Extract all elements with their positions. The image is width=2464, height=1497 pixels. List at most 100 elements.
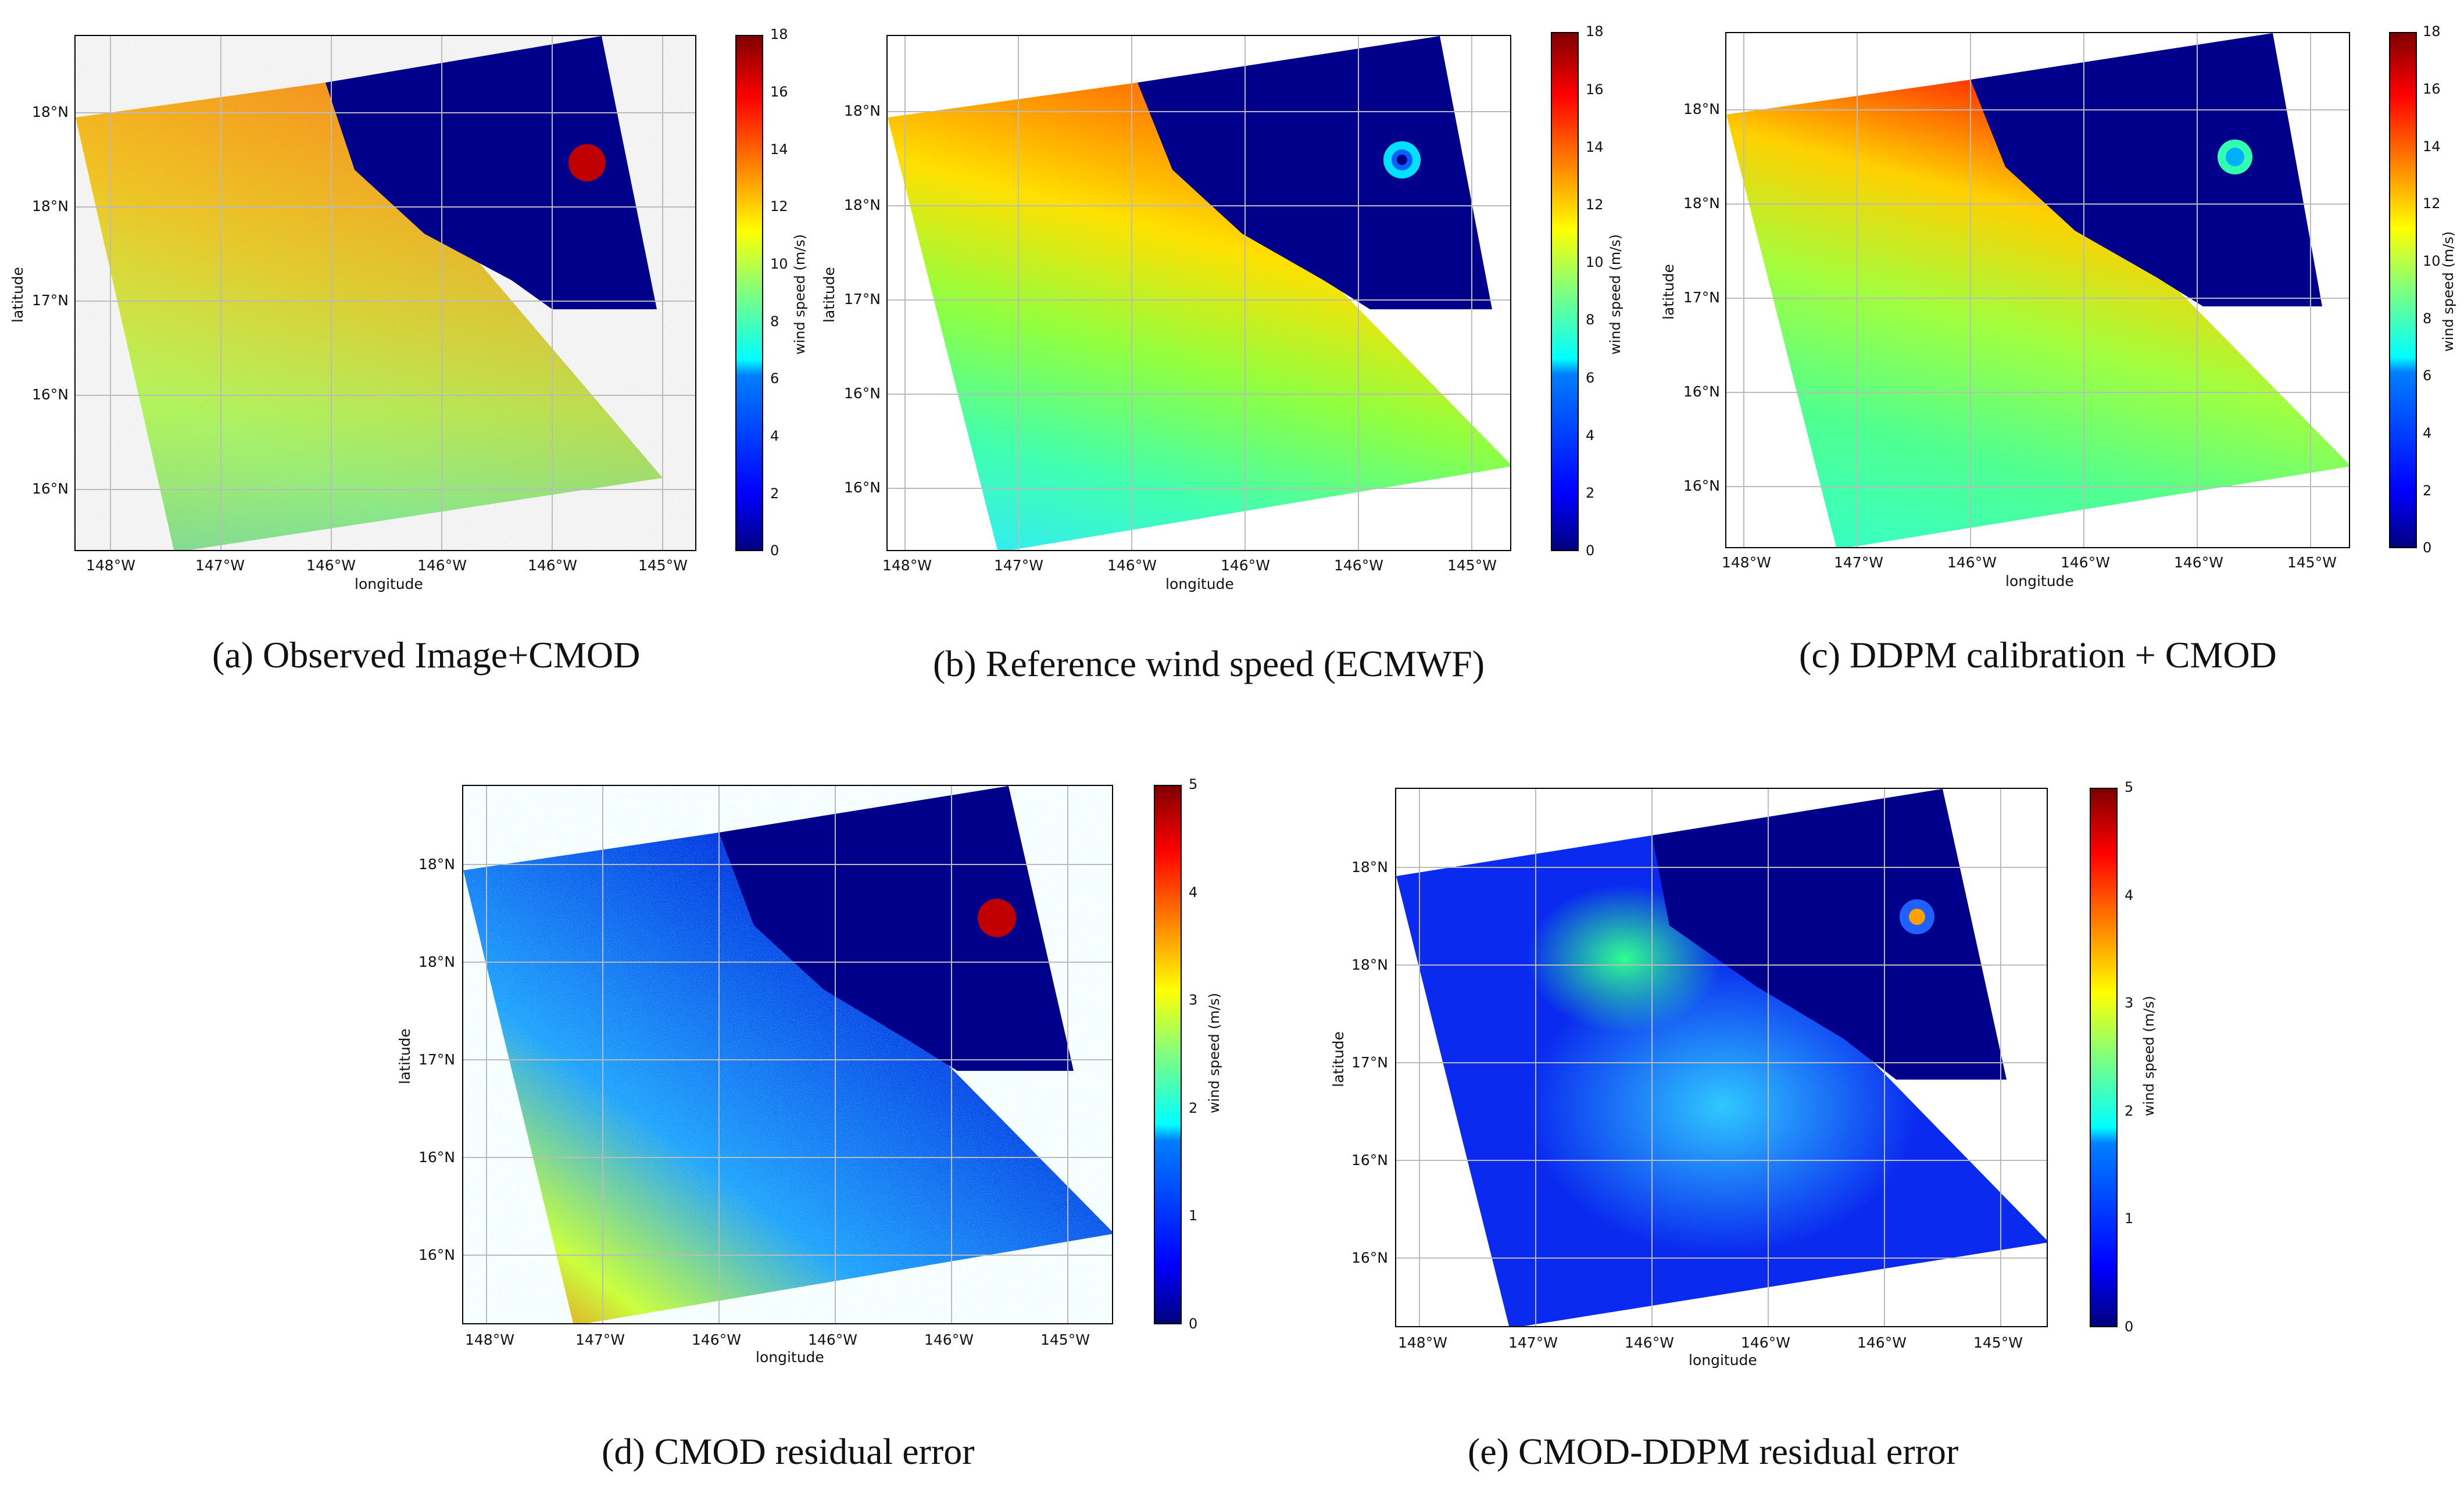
x-tick-label: 146°W [924,1331,974,1348]
y-tick-label: 17°N [1683,289,1721,306]
y-tick-label: 16°N [1351,1152,1389,1169]
colorbar-tick: 10 [2423,253,2441,269]
y-tick-label: 16°N [844,385,881,402]
colorbar-tick: 0 [1586,542,1595,559]
x-tick-label: 146°W [1947,554,1997,571]
x-axis-label: longitude [1165,576,1234,592]
swath-b [888,83,1510,550]
colorbar-d [1154,785,1182,1324]
colorbar-tick: 0 [2423,540,2432,556]
colorbar-tick: 6 [1586,370,1595,386]
colorbar-tick: 2 [1586,485,1595,501]
colorbar-tick: 12 [770,198,788,215]
y-tick-label: 16°N [419,1246,456,1263]
y-tick-label: 18°N [32,103,69,120]
colorbar-e [2090,788,2118,1327]
x-tick-label: 147°W [195,557,245,574]
map-plot-d [462,785,1113,1324]
y-tick-label: 16°N [419,1149,456,1166]
y-tick-label: 17°N [844,291,881,308]
colorbar-tick: 8 [1586,312,1595,328]
map-plot-c [1725,32,2350,548]
y-tick-label: 18°N [32,198,69,215]
colorbar-tick: 4 [2125,887,2134,903]
caption-e: (e) CMOD-DDPM residual error [1468,1431,1959,1472]
y-tick-label: 18°N [1683,195,1721,212]
y-tick-label: 16°N [1351,1249,1389,1266]
y-tick-label: 17°N [1351,1054,1389,1071]
x-tick-label: 146°W [306,557,356,574]
colorbar-label: wind speed (m/s) [2440,231,2456,352]
colorbar-tick: 2 [1189,1100,1198,1116]
caption-c: (c) DDPM calibration + CMOD [1799,634,2277,676]
y-axis-label: latitude [1330,1031,1347,1087]
colorbar-tick: 14 [1586,139,1604,155]
swath-c [1726,80,2349,547]
y-tick-label: 18°N [1683,101,1721,117]
x-axis-label: longitude [1689,1352,1757,1369]
colorbar-tick: 1 [2125,1210,2134,1227]
colorbar-label: wind speed (m/s) [1607,234,1623,355]
colorbar-tick: 0 [770,542,779,559]
colorbar-tick: 10 [770,256,788,272]
colorbar-tick: 4 [1189,884,1198,901]
colorbar-label: wind speed (m/s) [792,234,808,355]
y-tick-label: 16°N [844,479,881,496]
wind-field-map-a [76,36,695,550]
y-tick-label: 17°N [419,1051,456,1068]
x-axis-label: longitude [756,1349,824,1366]
caption-a: (a) Observed Image+CMOD [212,634,641,676]
x-tick-label: 146°W [1334,557,1383,574]
colorbar-tick: 16 [770,84,788,100]
x-tick-label: 146°W [417,557,467,574]
x-tick-label: 146°W [1221,557,1270,574]
land-b [1138,36,1492,309]
x-tick-label: 148°W [1398,1334,1447,1351]
storm-eye-a [568,144,606,181]
x-tick-label: 146°W [1625,1334,1674,1351]
x-tick-label: 146°W [2061,554,2110,571]
colorbar-tick: 10 [1586,254,1604,270]
x-tick-label: 146°W [1107,557,1157,574]
x-tick-label: 145°W [1040,1331,1090,1348]
colorbar-tick: 2 [2423,483,2432,499]
colorbar-tick: 14 [770,141,788,158]
x-tick-label: 146°W [692,1331,741,1348]
colorbar-tick: 6 [2423,367,2432,384]
x-tick-label: 145°W [2287,554,2337,571]
land-c [1971,33,2322,306]
x-tick-label: 145°W [1447,557,1497,574]
wind-field-map-b [888,36,1510,550]
x-tick-label: 146°W [808,1331,857,1348]
map-plot-b [886,35,1511,551]
land-d [719,786,1074,1071]
x-tick-label: 148°W [86,557,135,574]
colorbar-tick: 16 [1586,81,1604,98]
x-tick-label: 148°W [882,557,932,574]
y-tick-label: 18°N [419,856,456,873]
x-tick-label: 145°W [1973,1334,2023,1351]
colorbar-tick: 0 [2125,1319,2134,1335]
map-plot-a [74,35,696,551]
map-plot-e [1395,788,2048,1327]
x-tick-label: 146°W [1857,1334,1907,1351]
y-axis-label: latitude [1660,264,1677,320]
y-tick-label: 16°N [32,386,69,403]
colorbar-tick: 18 [1586,23,1604,40]
colorbar-tick: 3 [1189,992,1198,1008]
y-axis-label: latitude [9,267,26,323]
y-tick-label: 17°N [32,292,69,309]
colorbar-tick: 8 [770,313,779,330]
colorbar-tick: 18 [2423,23,2441,40]
colorbar-label: wind speed (m/s) [2141,995,2157,1116]
colorbar-tick: 2 [2125,1103,2134,1119]
x-tick-label: 147°W [994,557,1043,574]
residual-map-d [463,786,1112,1323]
colorbar-tick: 8 [2423,310,2432,327]
caption-d: (d) CMOD residual error [602,1431,975,1472]
colorbar-tick: 18 [770,26,788,42]
colorbar-tick: 3 [2125,995,2134,1011]
caption-b: (b) Reference wind speed (ECMWF) [933,643,1485,684]
x-tick-label: 147°W [575,1331,625,1348]
y-tick-label: 18°N [844,102,881,119]
